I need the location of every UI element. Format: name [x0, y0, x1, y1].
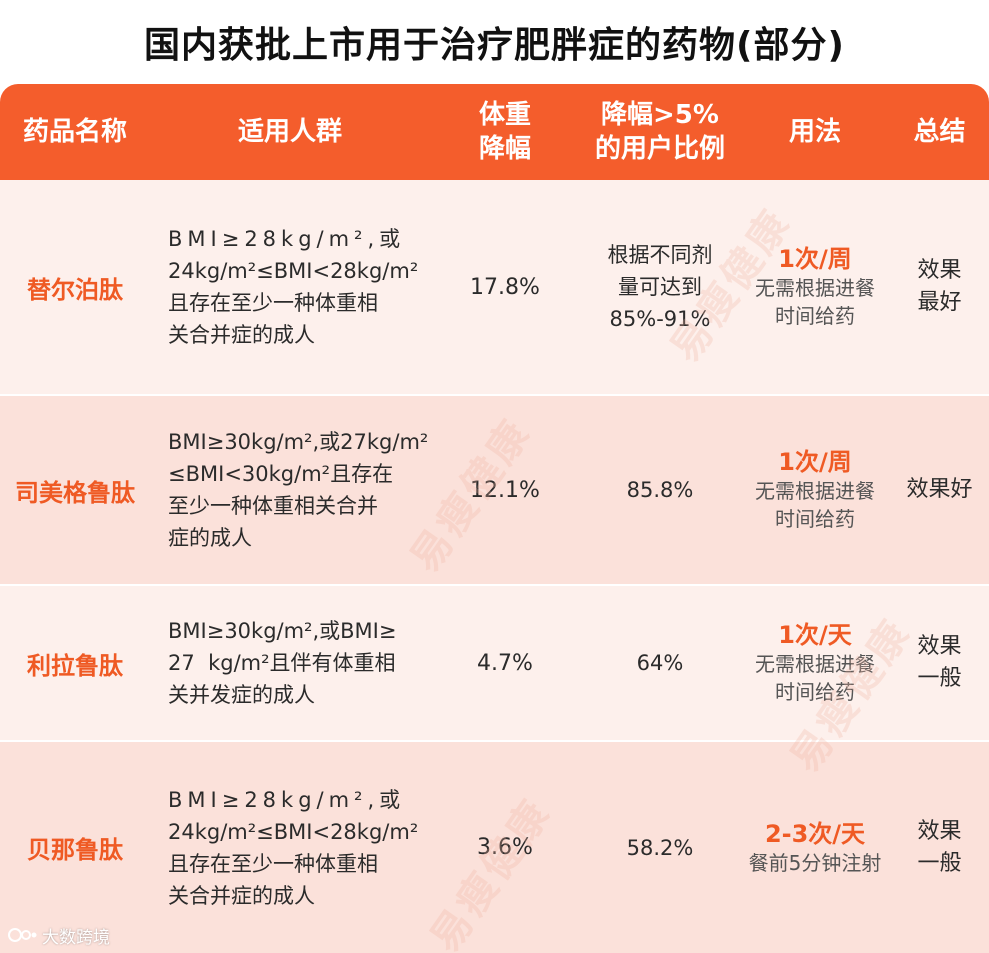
drug-name: 贝那鲁肽	[27, 836, 123, 864]
source-logo-icon	[8, 925, 38, 945]
row-divider	[0, 394, 989, 396]
header-usage: 用法	[788, 117, 841, 147]
ratio-cell: 64%	[636, 651, 684, 675]
population-cell: BMI≥30kg/m²,或27kg/m² ≤BMI<30kg/m²且存在 至少一…	[168, 430, 429, 550]
population-cell: BMI≥28kg/m²,或 24kg/m²≤BMI<28kg/m² 且存在至少一…	[168, 787, 419, 908]
table-row: 贝那鲁肽 BMI≥28kg/m²,或 24kg/m²≤BMI<28kg/m² 且…	[0, 742, 989, 953]
ratio-cell: 58.2%	[626, 835, 694, 860]
row-divider	[0, 584, 989, 586]
weight-loss-cell: 4.7%	[477, 650, 533, 676]
usage-cell: 1次/天 无需根据进餐 时间给药	[755, 621, 875, 704]
page-title: 国内获批上市用于治疗肥胖症的药物(部分)	[144, 25, 845, 66]
usage-frequency: 1次/天	[778, 621, 852, 649]
drug-name: 替尔泊肽	[27, 275, 123, 304]
summary-cell: 效果 一般	[917, 818, 962, 876]
drug-name: 利拉鲁肽	[27, 651, 123, 680]
usage-frequency: 2-3次/天	[764, 819, 866, 848]
table-row: 司美格鲁肽 BMI≥30kg/m²,或27kg/m² ≤BMI<30kg/m²且…	[0, 396, 989, 584]
ratio-cell: 根据不同剂 量可达到 85%-91%	[607, 243, 713, 331]
drug-name: 司美格鲁肽	[15, 478, 135, 507]
source-label: 大数跨境	[42, 927, 110, 948]
usage-cell: 2-3次/天 餐前5分钟注射	[748, 819, 882, 875]
usage-frequency: 1次/周	[778, 245, 852, 273]
summary-cell: 效果 一般	[917, 634, 962, 691]
row-divider	[0, 740, 989, 742]
weight-loss-cell: 17.8%	[470, 274, 540, 300]
summary-cell: 效果 最好	[917, 258, 962, 315]
population-cell: BMI≥30kg/m²,或BMI≥ 27 kg/m²且伴有体重相 关并发症的成人	[168, 619, 397, 707]
header-name: 药品名称	[22, 117, 127, 147]
weight-loss-cell: 3.6%	[477, 835, 533, 860]
header-population: 适用人群	[237, 117, 342, 147]
source-credit: 大数跨境	[8, 922, 110, 948]
usage-cell: 1次/周 无需根据进餐 时间给药	[755, 245, 875, 328]
header-ratio: 降幅>5% 的用户比例	[594, 100, 725, 164]
usage-cell: 1次/周 无需根据进餐 时间给药	[755, 448, 875, 531]
header-weight-loss: 体重 降幅	[478, 100, 531, 164]
ratio-cell: 85.8%	[626, 478, 694, 502]
summary-cell: 效果好	[906, 477, 973, 502]
usage-frequency: 1次/周	[778, 448, 852, 476]
population-cell: BMI≥28kg/m²,或 24kg/m²≤BMI<28kg/m² 且存在至少一…	[168, 227, 419, 347]
table-row: 替尔泊肽 BMI≥28kg/m²,或 24kg/m²≤BMI<28kg/m² 且…	[0, 180, 989, 394]
table-header: 药品名称 适用人群 体重 降幅 降幅>5% 的用户比例 用法 总结	[0, 84, 989, 180]
weight-loss-cell: 12.1%	[470, 477, 540, 503]
table-row: 利拉鲁肽 BMI≥30kg/m²,或BMI≥ 27 kg/m²且伴有体重相 关并…	[0, 586, 989, 740]
drug-table: 药品名称 适用人群 体重 降幅 降幅>5% 的用户比例 用法 总结 替尔泊肽 BMI…	[0, 84, 989, 953]
header-summary: 总结	[913, 117, 966, 147]
